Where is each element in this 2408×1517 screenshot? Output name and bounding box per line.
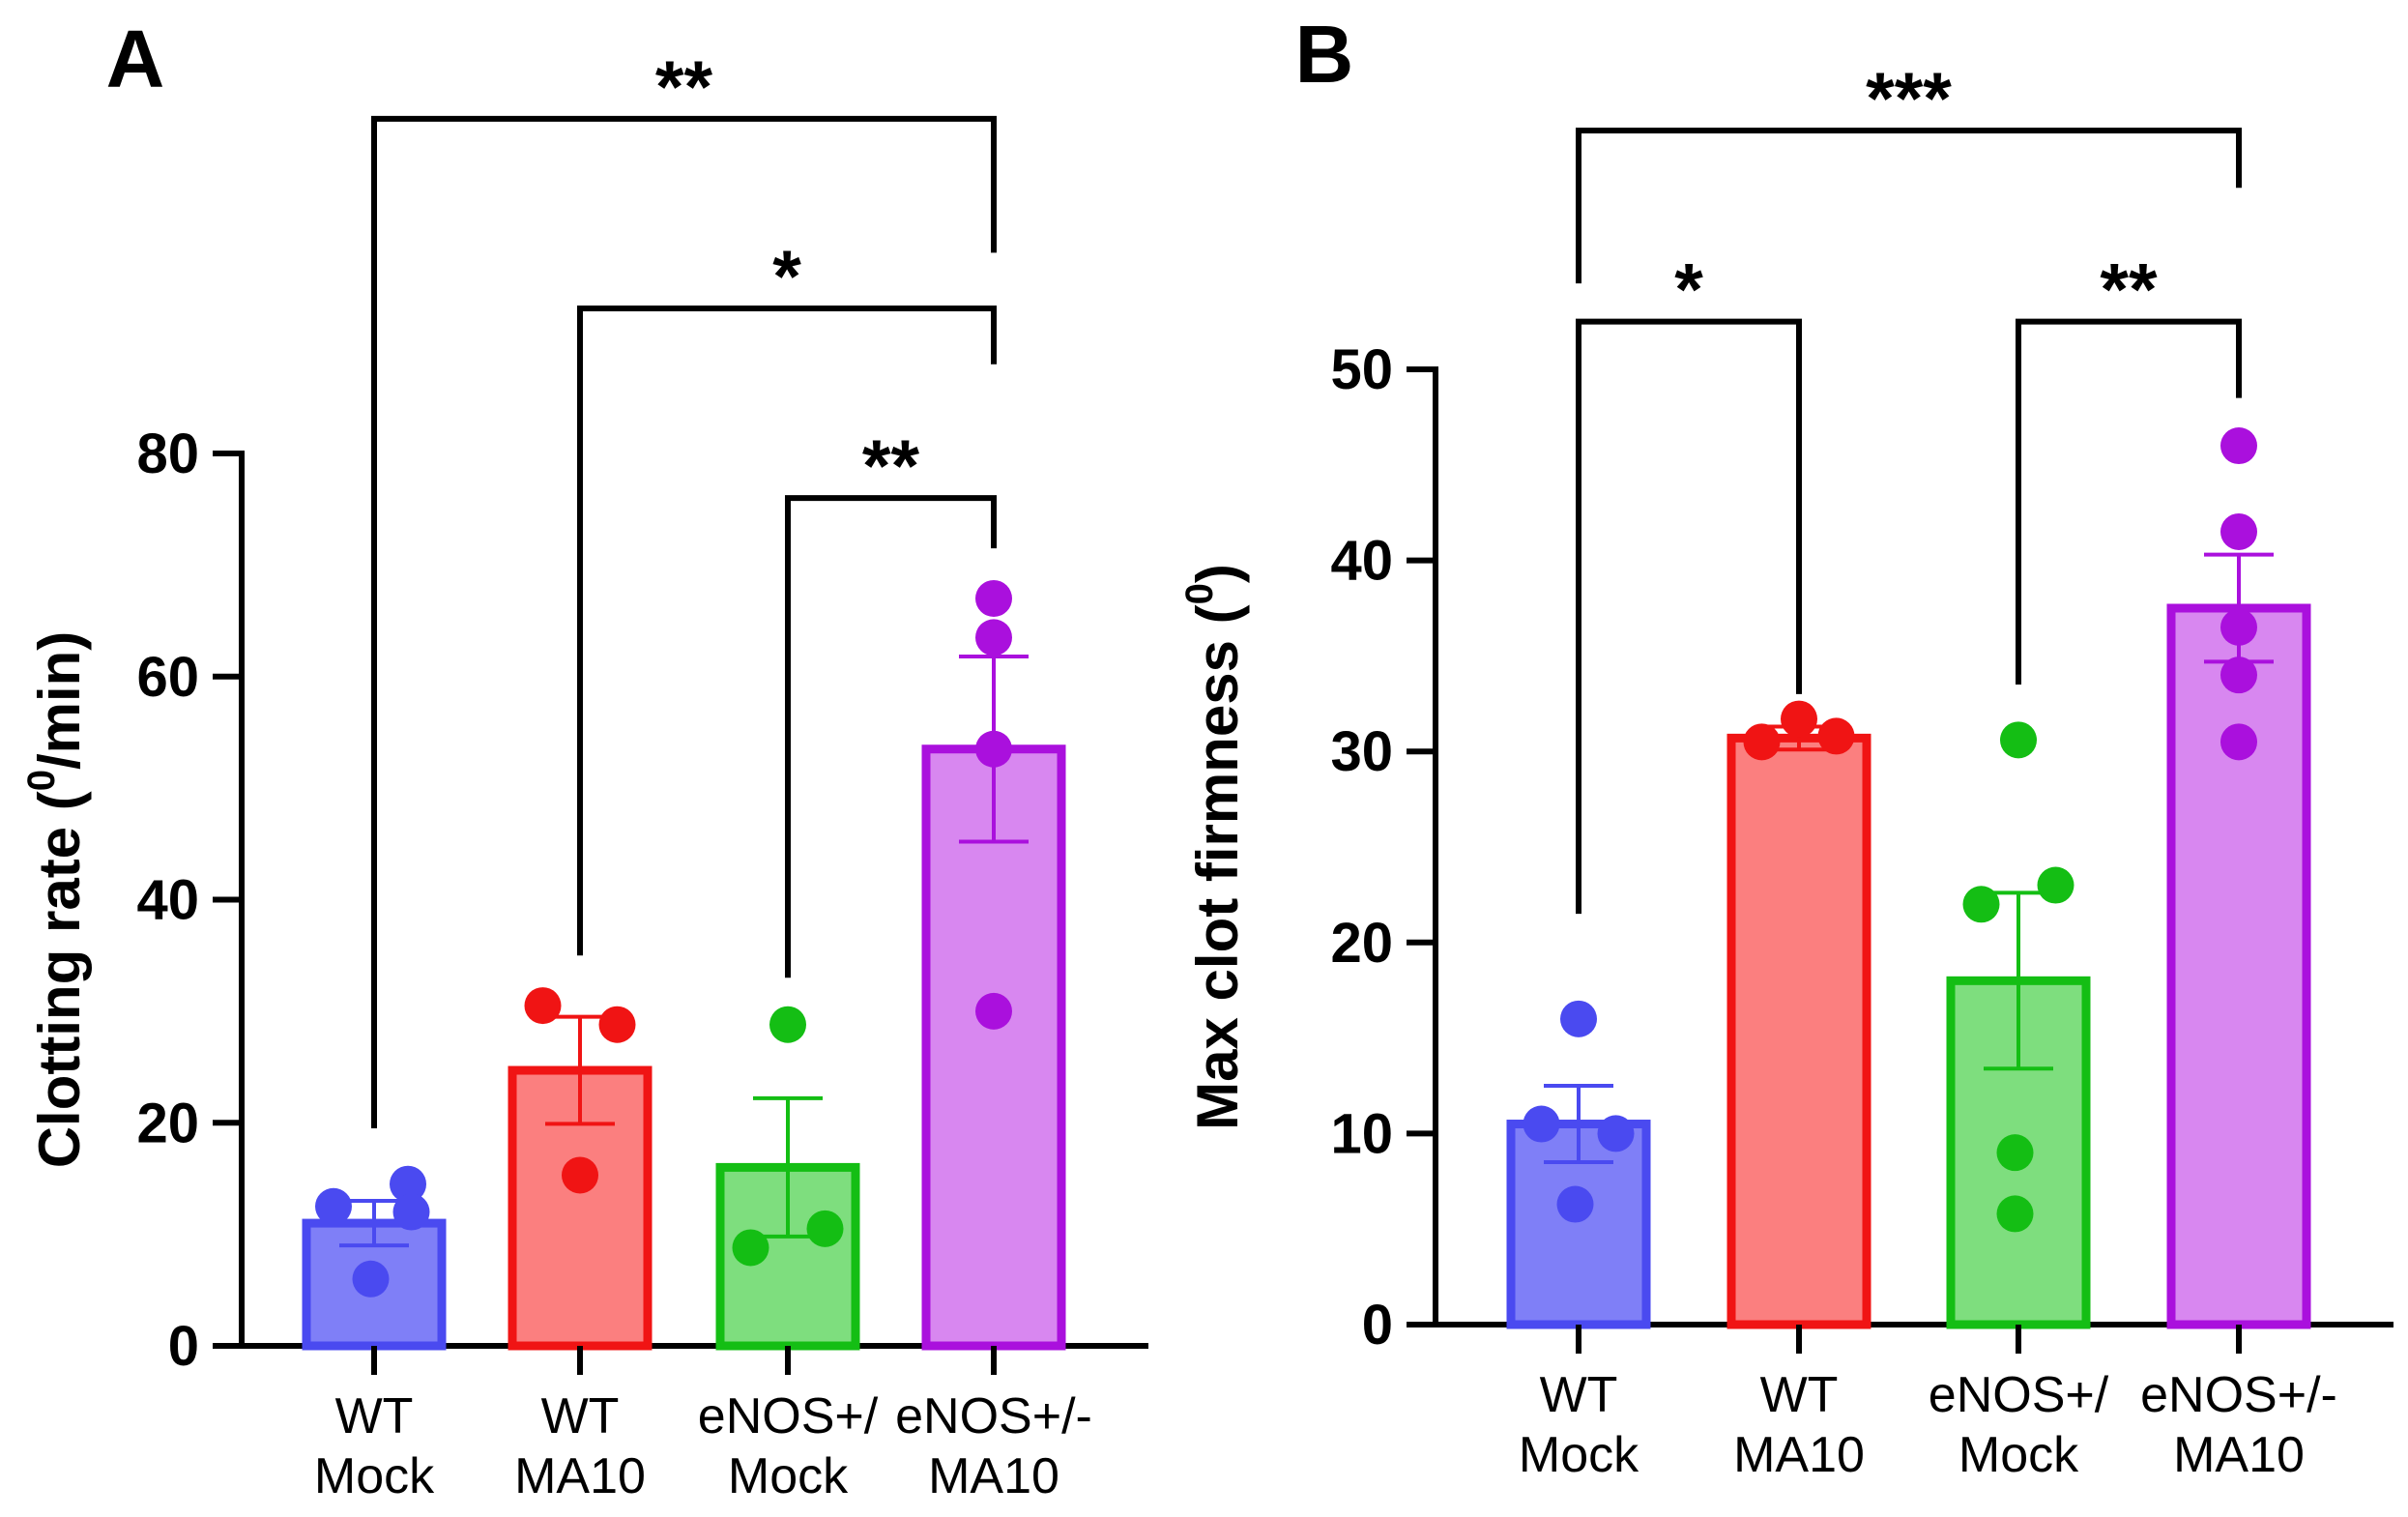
bar-3 [921,744,1066,1351]
category-label-line1-2: eNOS+/ [698,1388,879,1444]
data-point-2-4 [1996,1195,2034,1233]
y-tick-label: 50 [1330,338,1393,401]
data-point-2-2 [806,1210,844,1247]
data-point-1-2 [562,1156,598,1194]
y-tick-label: 40 [136,869,199,932]
category-label-line1-0: WT [335,1388,414,1444]
y-axis-title-tail: ) [1185,564,1250,583]
category-label-line2-3: MA10 [2173,1427,2305,1483]
bar-1 [1726,733,1871,1329]
significance-bracket-0 [371,115,997,1129]
y-axis-title: Clotting rate (0/min) [20,631,92,1169]
y-axis-title-sup: 0 [1178,583,1221,604]
panel-letter-a: A [106,14,165,104]
data-point-3-0 [2220,427,2257,465]
significance-bracket-2 [2016,318,2242,686]
data-point-0-2 [1597,1115,1635,1152]
significance-bracket-1 [1576,318,1802,915]
y-tick-label: 0 [1362,1294,1393,1357]
category-label-line2-1: MA10 [1733,1427,1865,1483]
category-label-line1-1: WT [541,1388,620,1444]
y-tick-label: 0 [168,1315,199,1378]
category-label-line1-1: WT [1760,1367,1839,1423]
data-point-3-4 [2220,723,2257,761]
data-point-0-2 [392,1193,430,1231]
y-tick-label: 20 [136,1092,199,1154]
data-point-2-0 [2000,721,2037,759]
data-point-2-3 [1996,1134,2034,1172]
significance-label-2: ** [2100,249,2158,332]
category-label-line2-0: Mock [314,1448,435,1504]
data-point-0-3 [1556,1185,1594,1223]
data-point-2-2 [2037,866,2074,904]
y-tick-label: 30 [1330,720,1393,783]
significance-bracket-2 [785,495,997,978]
significance-bracket-1 [577,306,997,956]
data-point-0-1 [390,1165,426,1203]
category-label-line1-3: eNOS+/- [895,1388,1092,1444]
y-tick-label: 40 [1330,530,1393,593]
category-label-line1-0: WT [1540,1367,1618,1423]
data-point-1-1 [1781,700,1817,738]
data-point-0-0 [1560,1000,1597,1037]
panel-letter-b: B [1295,9,1354,100]
data-point-2-1 [732,1229,769,1267]
data-point-3-1 [2220,512,2257,550]
y-tick-label: 20 [1330,912,1393,975]
data-point-1-0 [524,987,562,1025]
category-label-line1-3: eNOS+/- [2140,1367,2337,1423]
data-point-3-1 [975,619,1012,656]
data-point-1-1 [598,1006,636,1043]
category-label-line2-0: Mock [1519,1427,1639,1483]
category-label-line2-3: MA10 [928,1448,1059,1504]
y-axis-title: Max clot firmness (0) [1178,564,1250,1130]
category-label-line2-1: MA10 [514,1448,646,1504]
data-point-1-2 [1817,717,1855,755]
significance-label-1: * [1674,249,1703,332]
y-tick-label: 80 [136,423,199,485]
data-point-1-0 [1743,723,1781,761]
category-label-line2-2: Mock [1958,1427,2079,1483]
data-point-2-1 [1962,886,2000,923]
significance-bracket-0 [1576,128,2242,284]
data-point-2-0 [769,1006,806,1043]
category-label-line1-2: eNOS+/ [1929,1367,2109,1423]
bar-3 [2166,603,2311,1329]
significance-label-0: *** [1866,58,1952,140]
y-axis-title-sup: 0 [20,770,63,791]
significance-label-1: * [772,236,801,318]
y-axis-title-main: Clotting rate ( [27,791,92,1168]
y-axis-title-tail: /min) [27,631,92,770]
data-point-3-0 [975,579,1012,617]
y-tick-label: 10 [1330,1102,1393,1165]
data-point-0-3 [352,1260,390,1298]
data-point-3-2 [975,730,1012,768]
y-tick-label: 60 [136,646,199,709]
category-label-line2-2: Mock [728,1448,849,1504]
data-point-3-3 [2220,656,2257,694]
significance-label-0: ** [655,46,713,129]
data-point-0-0 [315,1187,352,1225]
significance-label-2: ** [862,425,920,508]
data-point-0-1 [1523,1105,1560,1143]
data-point-3-2 [2220,608,2257,646]
data-point-3-3 [975,992,1012,1030]
y-axis-title-main: Max clot firmness ( [1185,604,1250,1130]
